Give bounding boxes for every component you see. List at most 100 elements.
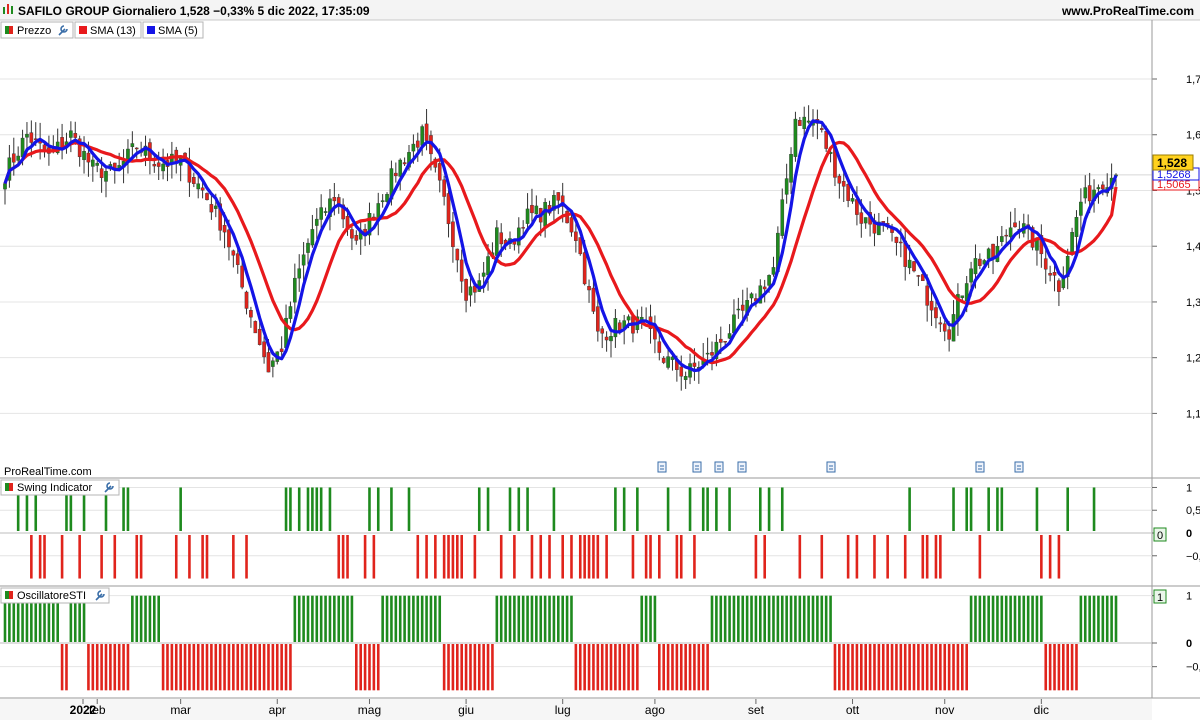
news-markers[interactable] [657, 461, 1024, 473]
indicator-bar-down [934, 535, 938, 579]
wrench-icon[interactable] [95, 590, 105, 601]
candle-down [402, 162, 407, 165]
indicator-bar-up [715, 595, 718, 642]
indicator-bar-down [113, 644, 117, 691]
indicator-bar-down [363, 644, 367, 691]
indicator-bar-down [460, 644, 463, 691]
swing-title[interactable]: Swing Indicator [17, 482, 93, 494]
indicator-bar-down [65, 644, 68, 691]
candle-down [262, 341, 266, 358]
sti-title[interactable]: OscillatoreSTI [17, 590, 86, 602]
candle-up [301, 254, 306, 266]
indicator-bar-down [583, 644, 586, 691]
candle-up [850, 198, 855, 202]
indicator-bar-up [754, 595, 758, 642]
indicator-bar-up [346, 595, 349, 642]
site-link[interactable]: www.ProRealTime.com [1061, 4, 1194, 18]
indicator-bar-up [798, 595, 802, 642]
indicator-bar-down [658, 644, 661, 691]
indicator-bar-down [921, 535, 925, 579]
indicator-bar-down [196, 644, 200, 691]
indicator-bar-up [767, 595, 771, 642]
indicator-bar-up [1035, 487, 1039, 531]
indicator-bar-down [1040, 535, 1043, 579]
price-legend-swatch-icon [5, 26, 13, 34]
candle-up [973, 258, 978, 275]
wrench-icon[interactable] [58, 25, 68, 36]
indicator-bar-up [987, 595, 990, 642]
indicator-bar-up [622, 487, 626, 531]
indicator-bar-down [592, 535, 595, 579]
news-icon[interactable] [1014, 461, 1024, 473]
indicator-bar-up [82, 595, 86, 642]
candle-down [556, 192, 561, 201]
indicator-bar-up [495, 595, 499, 642]
indicator-bar-up [434, 595, 437, 642]
indicator-bar-up [319, 487, 323, 531]
candle-up [297, 268, 302, 279]
indicator-bar-down [170, 644, 174, 691]
indicator-bar-down [43, 535, 46, 579]
indicator-bar-down [188, 644, 191, 691]
indicator-bar-up [1004, 595, 1008, 642]
indicator-bar-up [776, 595, 780, 642]
time-tick-label: feb [89, 703, 106, 717]
indicator-bar-down [91, 644, 95, 691]
candle-down [499, 232, 504, 245]
indicator-bar-up [438, 595, 442, 642]
indicator-bar-up [737, 595, 740, 642]
indicator-bar-up [56, 595, 59, 642]
indicator-bar-down [254, 644, 257, 691]
candle-up [319, 207, 323, 220]
news-icon[interactable] [975, 461, 985, 473]
news-icon[interactable] [737, 461, 747, 473]
candle-down [451, 221, 455, 248]
indicator-bar-down [456, 644, 459, 691]
indicator-bar-down [842, 644, 846, 691]
wrench-icon[interactable] [104, 482, 114, 493]
indicator-bar-up [52, 595, 55, 642]
candle-down [73, 133, 78, 138]
candle-up [552, 195, 556, 211]
candle-down [424, 123, 429, 141]
candle-up [306, 242, 310, 253]
legend-sma5[interactable]: SMA (5) [158, 25, 198, 37]
news-icon[interactable] [692, 461, 702, 473]
candle-down [899, 241, 903, 244]
indicator-tick-label: 0 [1186, 638, 1192, 650]
indicator-bar-down [192, 644, 196, 691]
news-icon[interactable] [657, 461, 667, 473]
news-icon[interactable] [826, 461, 836, 473]
legend-sma13[interactable]: SMA (13) [90, 25, 136, 37]
indicator-bar-down [658, 535, 661, 579]
legend-price[interactable]: Prezzo [17, 25, 51, 37]
indicator-bar-down [372, 644, 376, 691]
indicator-bar-down [513, 535, 516, 579]
candle-down [925, 285, 929, 306]
candle-down [912, 261, 916, 272]
candle-up [310, 229, 315, 246]
candle-up [951, 314, 956, 342]
sti-axis: 1 0 −0,5 1 [1152, 589, 1200, 674]
indicator-bar-down [95, 644, 99, 691]
indicator-bar-down [201, 535, 204, 579]
candle-down [249, 310, 253, 318]
news-icon[interactable] [714, 461, 724, 473]
indicator-bar-down [205, 535, 209, 579]
last-price-badges: 1,5065 1,5268 1,528 [1152, 154, 1200, 191]
indicator-bar-up [508, 595, 512, 642]
candle-down [837, 175, 842, 184]
indicator-bar-up [517, 595, 521, 642]
sma13-last-label: 1,5065 [1157, 179, 1191, 191]
indicator-bar-down [280, 644, 283, 691]
indicator-bar-down [873, 535, 876, 579]
indicator-bar-down [416, 535, 420, 579]
indicator-bar-up [723, 595, 727, 642]
indicator-bar-up [794, 595, 797, 642]
indicator-bar-up [73, 595, 77, 642]
indicator-bar-up [21, 595, 24, 642]
candle-down [1013, 222, 1017, 228]
indicator-bar-up [1088, 595, 1091, 642]
indicator-bar-up [513, 595, 516, 642]
